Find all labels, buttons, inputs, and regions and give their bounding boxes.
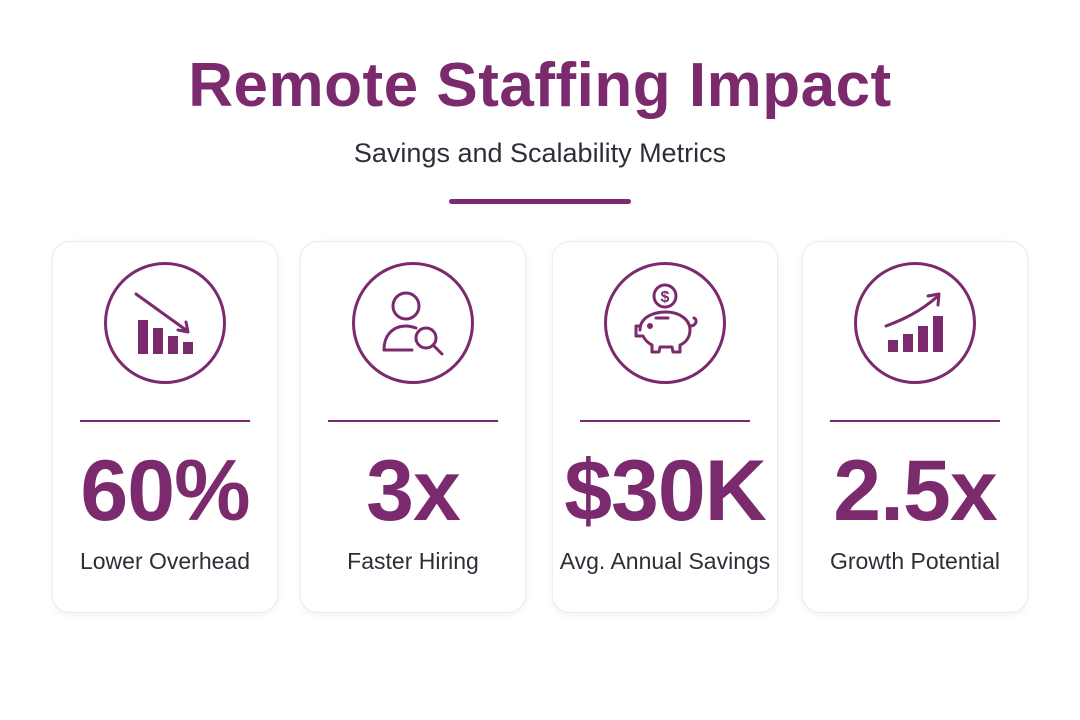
card-divider xyxy=(580,420,750,422)
falling-bar-chart-icon xyxy=(104,262,226,384)
piggy-bank-icon: $ xyxy=(604,262,726,384)
page-title: Remote Staffing Impact xyxy=(188,51,892,120)
metric-label: Avg. Annual Savings xyxy=(559,548,771,574)
metric-value: $30K xyxy=(564,443,767,539)
page-subtitle: Savings and Scalability Metrics xyxy=(353,138,727,168)
title-underline xyxy=(449,199,631,204)
metric-value: 60% xyxy=(80,443,250,539)
metric-label: Lower Overhead xyxy=(79,548,251,574)
metric-value: 2.5x xyxy=(833,443,997,539)
metric-card-annual-savings: $ $30K Avg. Annual Savings xyxy=(552,241,778,613)
metric-card-lower-overhead: 60% Lower Overhead xyxy=(52,241,278,613)
metric-label: Growth Potential xyxy=(829,548,1001,574)
svg-text:$: $ xyxy=(661,289,670,306)
metric-card-growth-potential: 2.5x Growth Potential xyxy=(802,241,1028,613)
card-divider xyxy=(328,420,498,422)
card-divider xyxy=(80,420,250,422)
user-search-icon xyxy=(352,262,474,384)
card-divider xyxy=(830,420,1000,422)
metric-value: 3x xyxy=(366,443,461,539)
metric-card-faster-hiring: 3x Faster Hiring xyxy=(300,241,526,613)
rising-bar-chart-icon xyxy=(854,262,976,384)
metric-label: Faster Hiring xyxy=(347,548,479,574)
